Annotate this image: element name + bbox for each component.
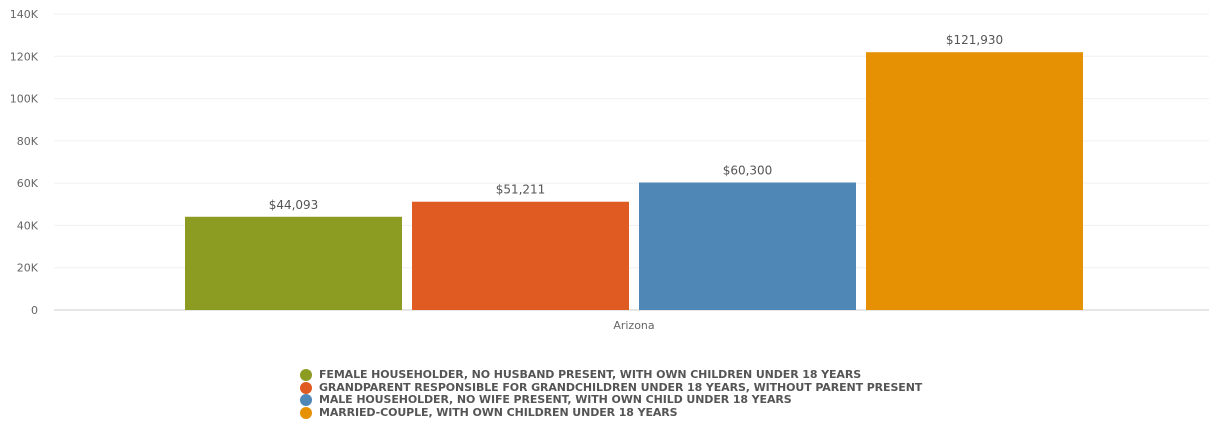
legend-item[interactable]: FEMALE HOUSEHOLDER, NO HUSBAND PRESENT, … — [300, 368, 922, 382]
bar — [866, 52, 1083, 311]
legend-item[interactable]: MARRIED-COUPLE, WITH OWN CHILDREN UNDER … — [300, 405, 922, 420]
bar-chart-svg: 0 20K 40K 60K 80K 100K 120K 140K $44,093 $51,211… — [10, 8, 1209, 332]
legend-marker — [300, 406, 312, 419]
y-tick-label: 80K — [17, 135, 39, 148]
y-tick-label: 100K — [10, 93, 39, 106]
data-label: $51,211 — [496, 183, 546, 197]
legend-item[interactable]: GRANDPARENT RESPONSIBLE FOR GRANDCHILDRE… — [300, 380, 923, 395]
data-labels: $44,093 $51,211 $60,300 $121,930 — [269, 33, 1003, 212]
bars — [185, 52, 1083, 311]
y-tick-label: 60K — [17, 177, 39, 190]
legend-marker — [300, 394, 312, 407]
y-tick-label: 140K — [10, 8, 39, 21]
y-tick-label: 20K — [17, 262, 39, 275]
y-tick-label: 120K — [10, 50, 39, 63]
legend-label: MARRIED-COUPLE, WITH OWN CHILDREN UNDER … — [319, 405, 678, 419]
y-tick-label: 0 — [31, 304, 38, 317]
data-label: $44,093 — [269, 198, 319, 212]
bar — [639, 182, 856, 310]
data-label: $121,930 — [946, 33, 1003, 47]
bar — [412, 201, 629, 310]
data-label: $60,300 — [723, 164, 773, 178]
legend-marker — [300, 369, 312, 382]
y-tick-label: 40K — [17, 219, 39, 232]
legend: FEMALE HOUSEHOLDER, NO HUSBAND PRESENT, … — [300, 368, 923, 420]
bar — [185, 216, 402, 310]
legend-label: MALE HOUSEHOLDER, NO WIFE PRESENT, WITH … — [319, 393, 792, 406]
legend-label: GRANDPARENT RESPONSIBLE FOR GRANDCHILDRE… — [319, 380, 923, 394]
x-tick-label: Arizona — [613, 319, 654, 332]
legend-label: FEMALE HOUSEHOLDER, NO HUSBAND PRESENT, … — [319, 368, 862, 381]
x-axis: Arizona — [613, 319, 654, 332]
legend-item[interactable]: MALE HOUSEHOLDER, NO WIFE PRESENT, WITH … — [300, 393, 922, 407]
legend-marker — [300, 381, 312, 394]
y-axis: 0 20K 40K 60K 80K 100K 120K 140K — [10, 8, 39, 317]
